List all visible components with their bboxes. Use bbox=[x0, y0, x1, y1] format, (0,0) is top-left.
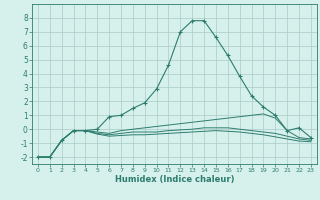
X-axis label: Humidex (Indice chaleur): Humidex (Indice chaleur) bbox=[115, 175, 234, 184]
